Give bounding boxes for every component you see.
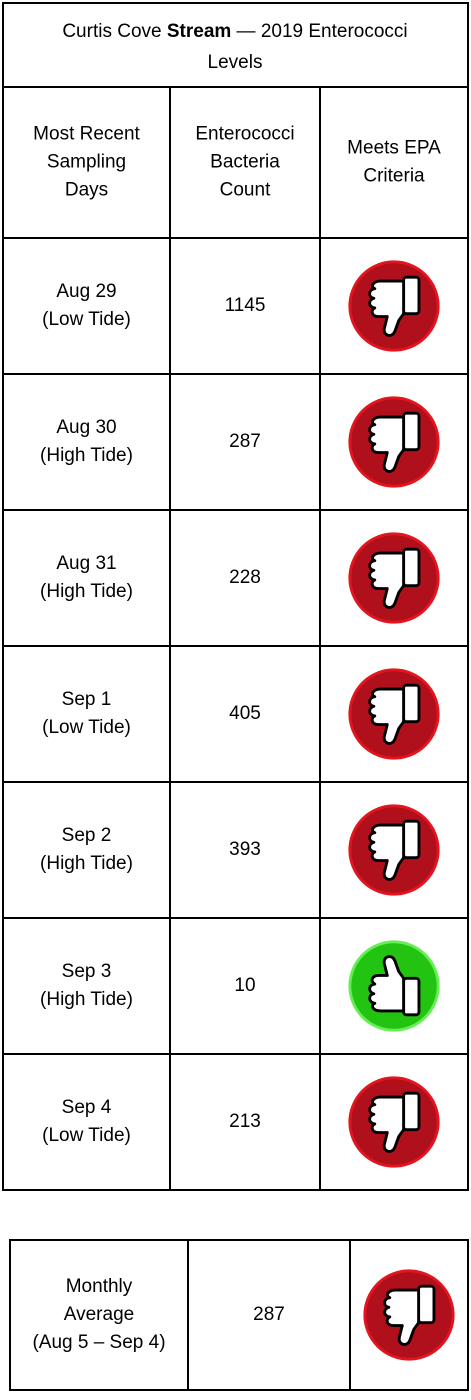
day-text: (High Tide) (40, 989, 133, 1010)
header-text: Criteria (363, 166, 425, 187)
title: Levels (208, 52, 263, 73)
day-text: Aug 29 (56, 281, 116, 302)
header-text: Count (220, 180, 271, 201)
count-text: 405 (229, 703, 261, 724)
day-text: Sep 1 (62, 689, 112, 710)
count-text: 1145 (225, 295, 266, 316)
thumbs-down-icon (348, 532, 440, 624)
count-text: 213 (229, 1111, 261, 1132)
header-cell (319, 86, 469, 239)
summary-label: Average (64, 1304, 134, 1325)
day-text: (Low Tide) (42, 1125, 131, 1146)
title: Curtis Cove Stream — 2019 Enterococci (62, 21, 407, 42)
summary-cell (349, 1239, 469, 1391)
count-text: 10 (234, 975, 255, 996)
title-cell (2, 2, 469, 88)
count-text: 228 (229, 567, 261, 588)
header-text: Most Recent (33, 124, 140, 145)
cell (2, 373, 171, 511)
summary-count: 287 (253, 1304, 285, 1325)
cell (2, 645, 171, 783)
header-text: Days (65, 180, 108, 201)
summary-label: Monthly (66, 1276, 133, 1297)
cell (2, 781, 171, 919)
count-text: 393 (229, 839, 261, 860)
count-text: 287 (229, 431, 261, 452)
day-text: (Low Tide) (42, 717, 131, 738)
day-text: Sep 4 (62, 1097, 112, 1118)
thumbs-down-icon (363, 1269, 455, 1361)
cell (2, 1053, 171, 1191)
thumbs-down-icon (348, 804, 440, 896)
day-text: (High Tide) (40, 445, 133, 466)
summary-label: (Aug 5 – Sep 4) (32, 1332, 165, 1353)
header-text: Bacteria (210, 152, 280, 173)
day-text: Sep 3 (62, 961, 112, 982)
thumbs-down-icon (348, 1076, 440, 1168)
header-text: Enterococci (195, 124, 294, 145)
title-part: — 2019 Enterococci (231, 21, 407, 42)
cell (2, 509, 171, 647)
day-text: Aug 30 (56, 417, 116, 438)
header-text: Sampling (47, 152, 126, 173)
thumbs-up-icon (348, 940, 440, 1032)
title-bold: Stream (167, 21, 231, 42)
day-text: (High Tide) (40, 853, 133, 874)
thumbs-down-icon (348, 260, 440, 352)
day-text: Aug 31 (56, 553, 116, 574)
header-text: Meets EPA (347, 138, 441, 159)
title-part: Curtis Cove (62, 21, 167, 42)
day-text: Sep 2 (62, 825, 112, 846)
thumbs-down-icon (348, 396, 440, 488)
cell (319, 1053, 469, 1191)
cell (2, 917, 171, 1055)
cell (2, 237, 171, 375)
day-text: (High Tide) (40, 581, 133, 602)
thumbs-down-icon (348, 668, 440, 760)
day-text: (Low Tide) (42, 309, 131, 330)
